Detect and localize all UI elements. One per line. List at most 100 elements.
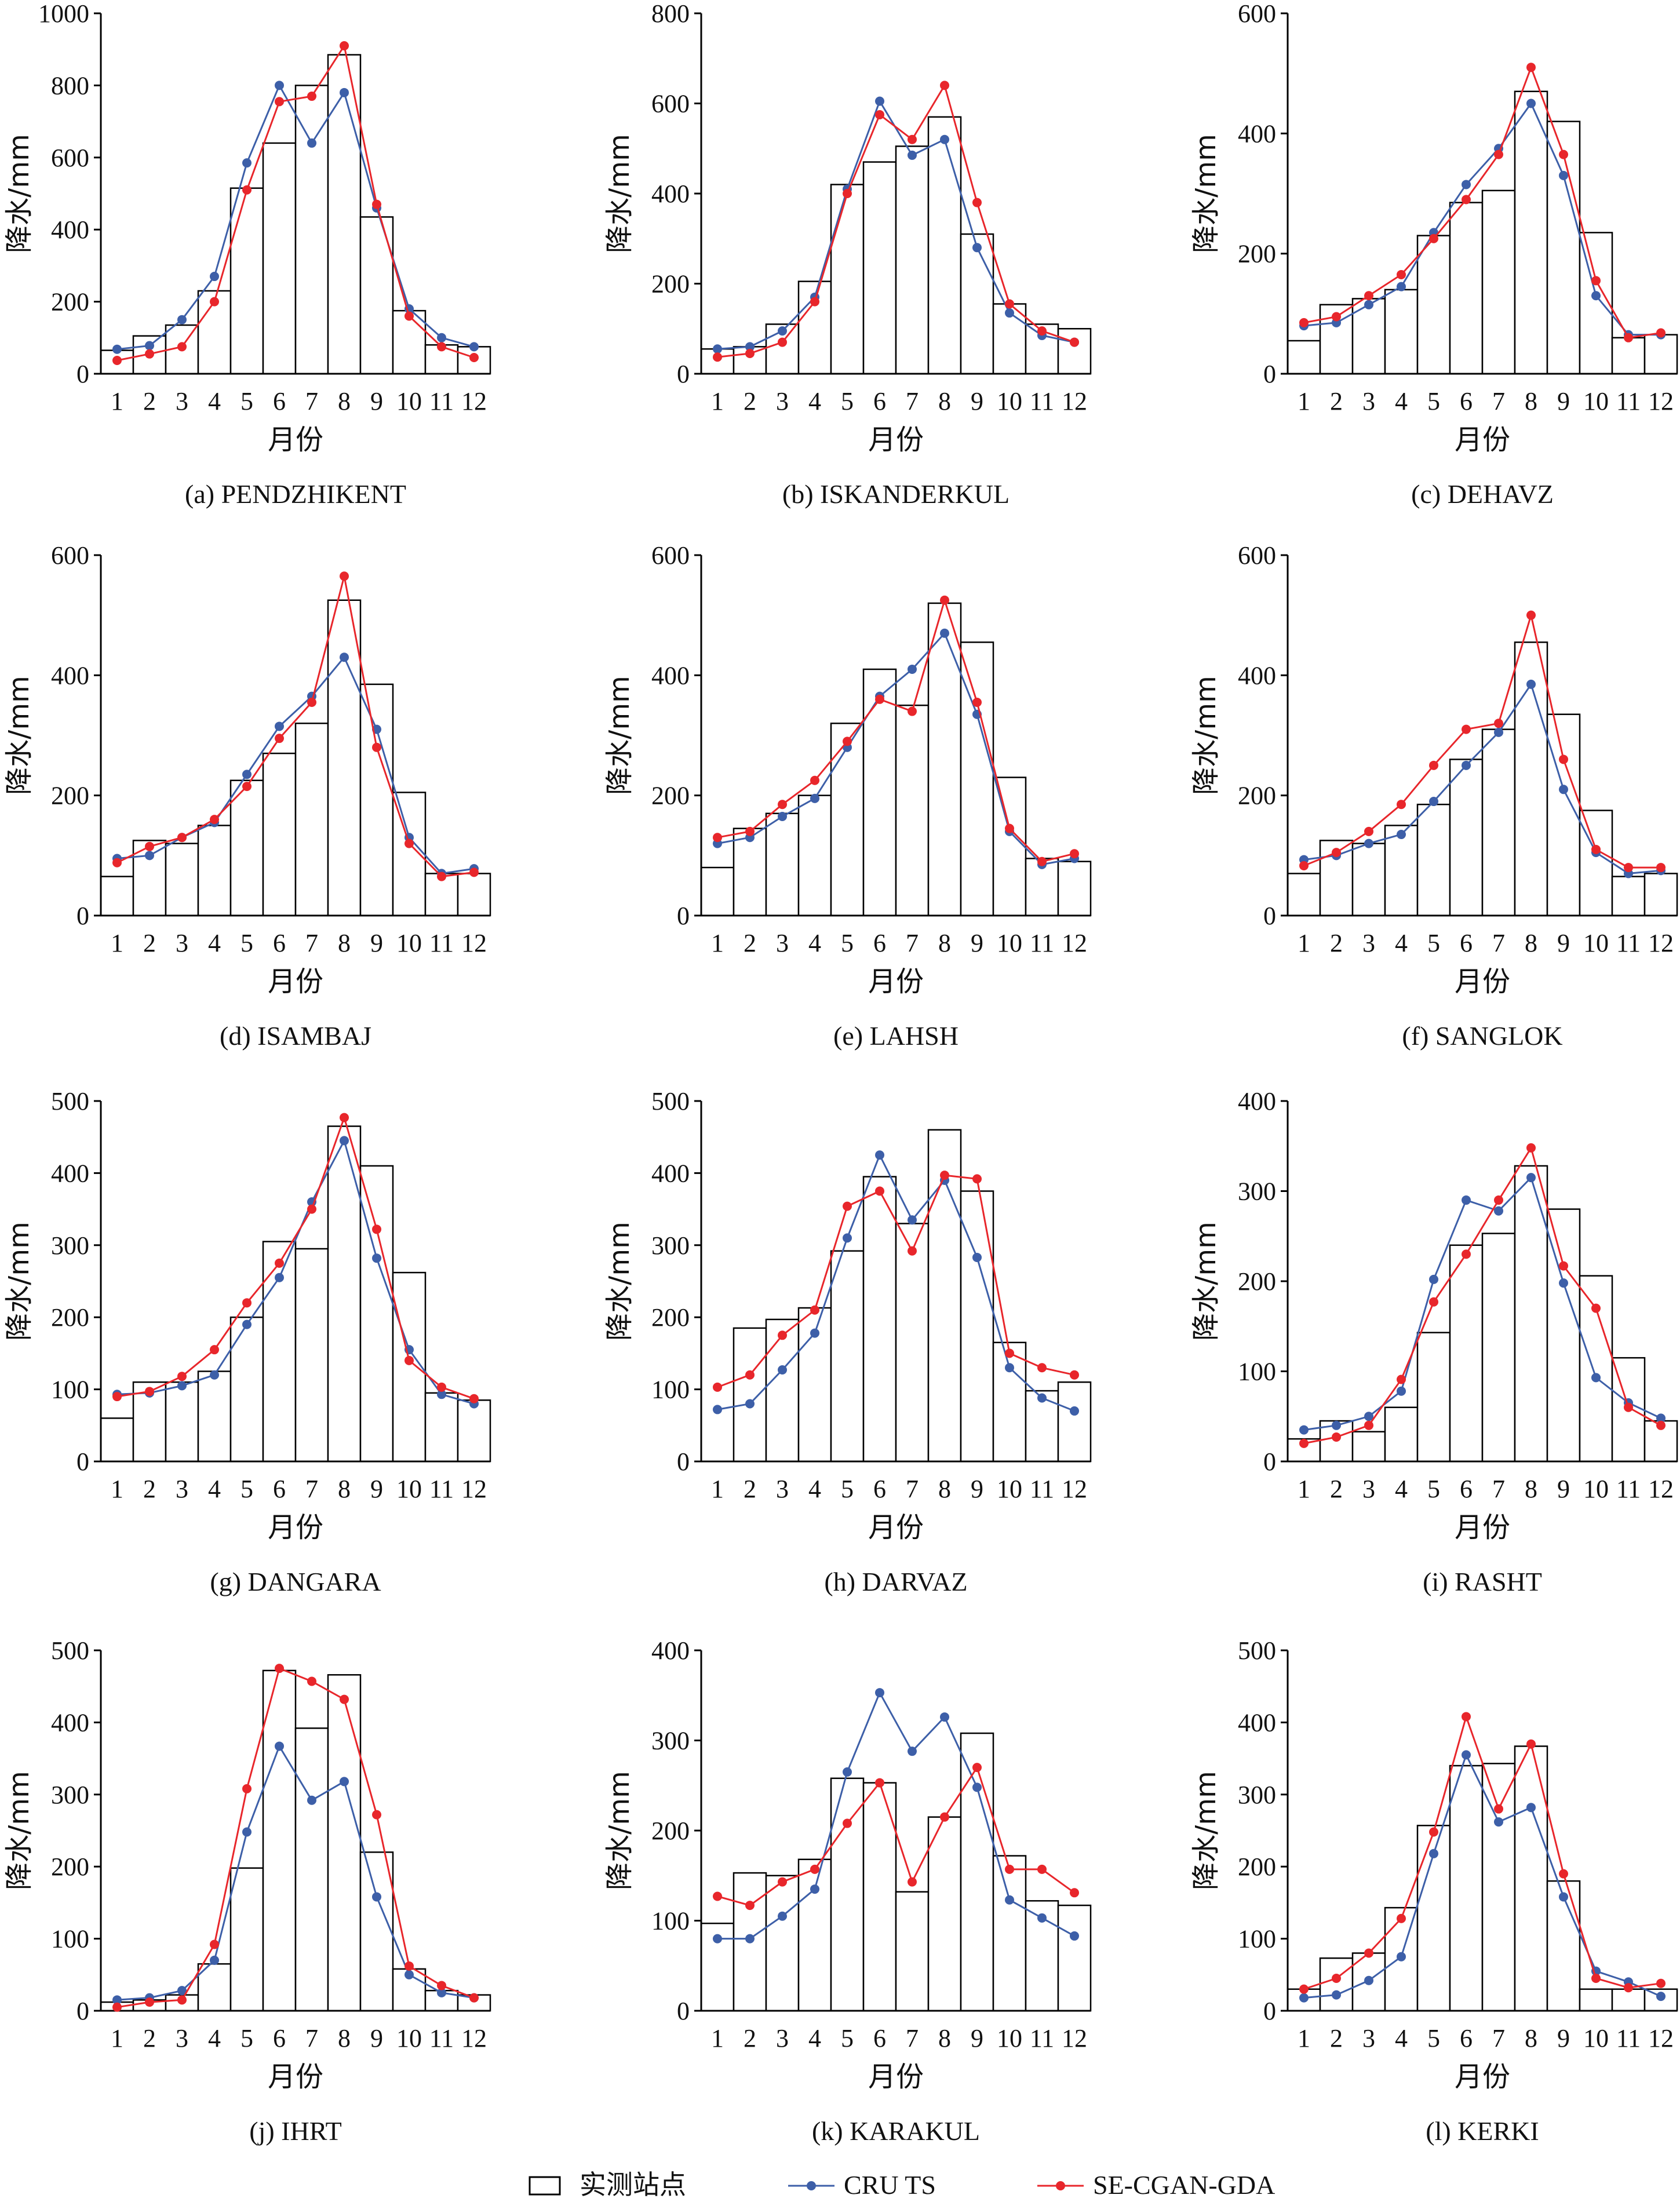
cru-point	[908, 664, 917, 674]
x-tick-label: 1	[111, 929, 123, 957]
x-tick-label: 2	[1330, 2024, 1343, 2052]
x-tick-label: 8	[1525, 2024, 1537, 2052]
gan-point	[1070, 337, 1079, 347]
gan-point	[1656, 1420, 1666, 1430]
y-tick-label: 0	[76, 1997, 89, 2025]
cru-point	[112, 344, 122, 354]
bar	[733, 1327, 767, 1463]
gan-point	[404, 838, 414, 848]
cru-point	[1070, 1931, 1079, 1941]
x-tick-label: 6	[873, 2024, 886, 2052]
gan-line	[1303, 65, 1661, 339]
y-tick-label: 500	[1238, 1636, 1276, 1665]
cru-point	[713, 1405, 722, 1414]
gan-point	[1005, 1864, 1014, 1874]
gan-point	[810, 297, 819, 307]
x-tick-label: 2	[1330, 387, 1343, 415]
bar	[960, 1732, 994, 2012]
cru-point	[1656, 1413, 1666, 1423]
x-tick-label: 10	[1583, 2024, 1609, 2052]
x-axis-title: 月份	[1455, 1511, 1510, 1544]
bar	[1481, 728, 1516, 917]
bar	[927, 116, 962, 375]
y-tick-label: 400	[51, 216, 89, 244]
bar	[1546, 1880, 1581, 2012]
bar	[262, 1669, 297, 2012]
bar	[327, 599, 362, 917]
gan-point	[810, 1305, 819, 1315]
x-tick-label: 8	[1525, 1475, 1537, 1503]
bar	[830, 184, 865, 375]
x-tick-label: 1	[111, 2024, 123, 2052]
x-tick-label: 3	[776, 929, 789, 957]
bar	[765, 1875, 800, 2012]
gan-point	[1397, 800, 1406, 810]
panel-caption: (j) IHRT	[249, 2116, 341, 2146]
gan-point	[1526, 610, 1536, 620]
bar	[1384, 289, 1419, 375]
x-tick-label: 11	[1030, 929, 1054, 957]
y-tick-label: 100	[651, 1376, 690, 1404]
gan-point	[1299, 318, 1309, 327]
bar	[1514, 1165, 1548, 1463]
x-axis-title: 月份	[268, 2061, 323, 2093]
gan-point	[1591, 1974, 1601, 1984]
bar	[992, 1855, 1027, 2012]
gan-point	[1591, 844, 1601, 854]
x-tick-label: 2	[143, 1475, 156, 1503]
x-tick-label: 4	[208, 2024, 221, 2052]
bar	[1057, 861, 1092, 917]
gan-point	[1656, 1978, 1666, 1988]
panel-caption: (k) KARAKUL	[812, 2116, 980, 2146]
x-tick-label: 9	[1557, 1475, 1570, 1503]
x-tick-label: 1	[1298, 1475, 1310, 1503]
x-tick-label: 7	[305, 387, 318, 415]
x-tick-label: 7	[1492, 2024, 1505, 2052]
x-tick-label: 11	[429, 387, 454, 415]
bar	[1643, 873, 1678, 917]
cru-point	[340, 652, 349, 662]
gan-point	[1332, 1974, 1341, 1984]
x-tick-label: 8	[1525, 387, 1537, 415]
x-tick-label: 3	[1362, 387, 1375, 415]
cru-point	[713, 1934, 722, 1944]
x-tick-label: 6	[873, 1475, 886, 1503]
x-tick-label: 4	[1395, 929, 1408, 957]
gan-point	[210, 815, 219, 825]
y-tick-label: 200	[651, 1817, 690, 1845]
y-tick-label: 0	[677, 1448, 690, 1476]
cru-point	[745, 1934, 755, 1944]
gan-point	[1462, 195, 1471, 205]
gan-point	[972, 697, 982, 707]
gan-point	[372, 1810, 381, 1820]
bar	[1611, 876, 1646, 917]
gan-point	[875, 694, 884, 704]
cru-point	[404, 1970, 414, 1979]
cru-point	[112, 1995, 122, 2005]
panel-caption: (e) LAHSH	[833, 1021, 959, 1051]
x-tick-label: 3	[176, 1475, 188, 1503]
y-tick-label: 0	[1263, 1448, 1276, 1476]
gan-point	[275, 97, 284, 107]
cru-point	[340, 1777, 349, 1787]
cru-point	[1526, 1803, 1536, 1813]
gan-point	[340, 1113, 349, 1122]
gan-point	[1299, 861, 1309, 870]
y-axis-title: 降水/mm	[603, 676, 636, 795]
x-tick-label: 11	[1030, 387, 1054, 415]
gan-point	[242, 185, 252, 195]
bar	[700, 866, 735, 917]
cru-point	[810, 1328, 819, 1338]
cru-point	[875, 1688, 884, 1698]
bar	[992, 1341, 1027, 1463]
gan-point	[1005, 299, 1014, 309]
cru-point	[1332, 1420, 1341, 1430]
x-axis-title: 月份	[868, 1511, 924, 1544]
y-tick-label: 300	[51, 1781, 89, 1809]
bar	[862, 161, 897, 375]
bar	[895, 1223, 930, 1463]
x-tick-label: 5	[1427, 929, 1440, 957]
